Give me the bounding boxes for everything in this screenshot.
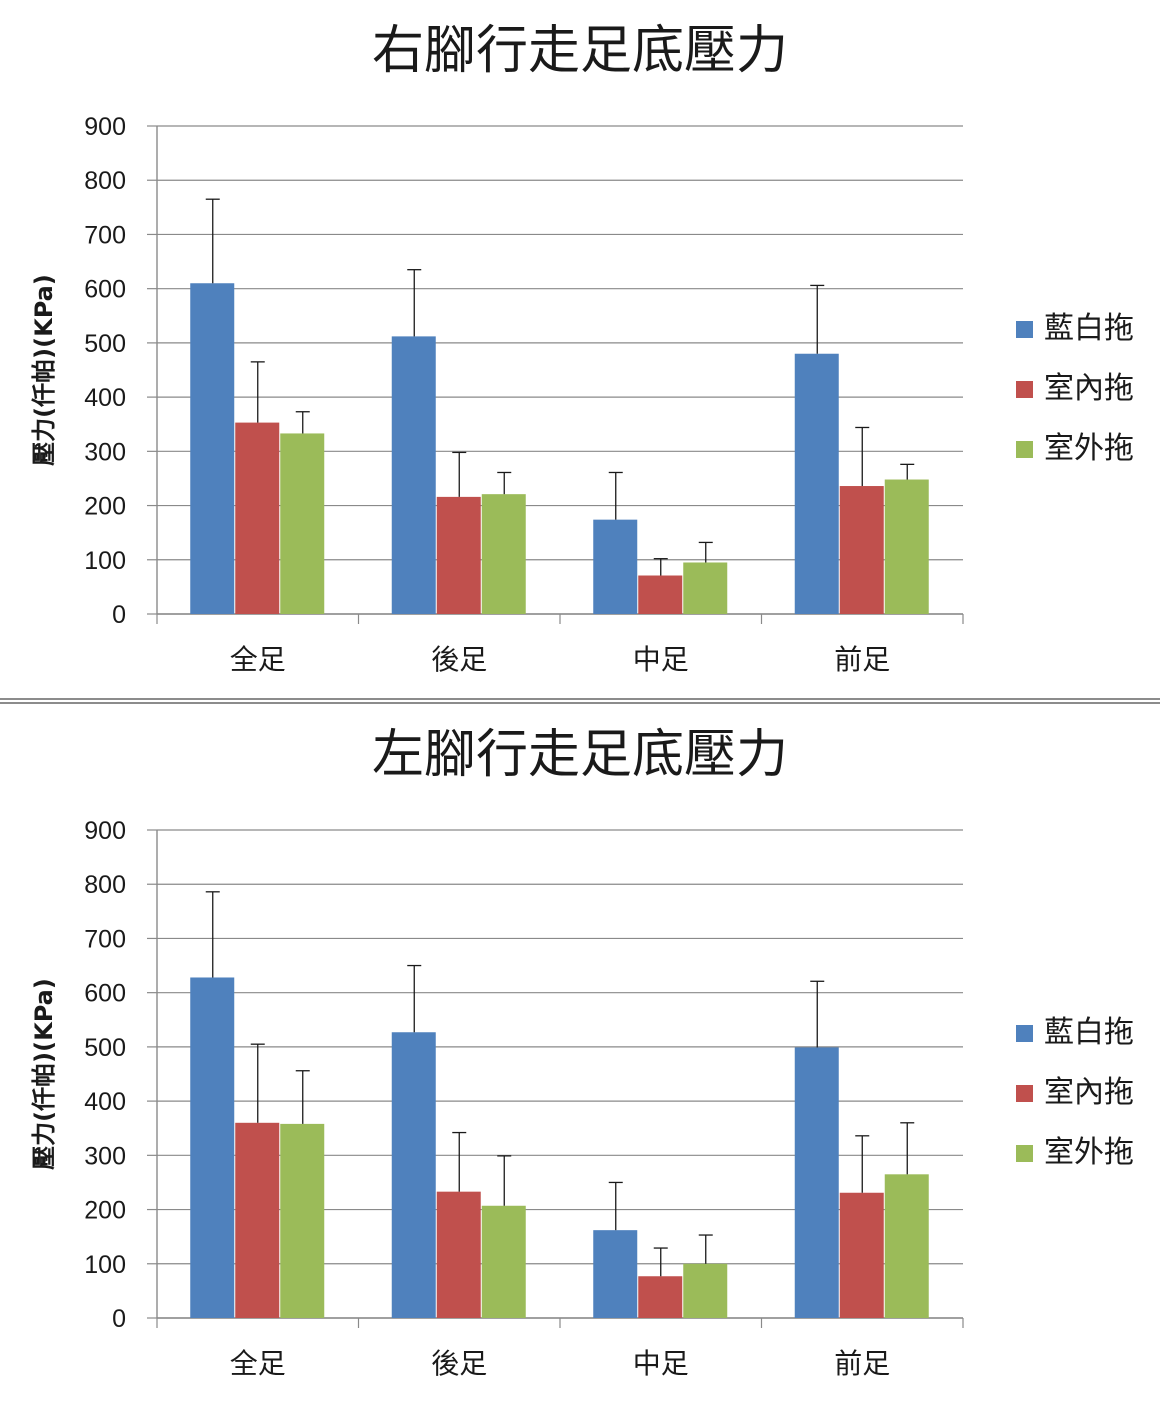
y-tick-label: 900 <box>84 113 126 141</box>
bar <box>683 562 728 614</box>
bar <box>481 494 526 614</box>
legend-swatch <box>1016 441 1033 458</box>
y-tick-label: 0 <box>112 1305 126 1333</box>
y-tick-label: 900 <box>84 817 126 845</box>
bar <box>794 353 839 614</box>
y-tick-label: 300 <box>84 438 126 466</box>
chart-title: 左腳行走足底壓力 <box>372 725 788 785</box>
y-axis-label: 壓力(仟帕)(KPa) <box>30 274 58 466</box>
y-tick-label: 600 <box>84 276 126 304</box>
y-tick-label: 100 <box>84 547 126 575</box>
x-tick-label: 全足 <box>230 1347 286 1380</box>
legend-label: 藍白拖 <box>1044 311 1134 346</box>
legend-swatch <box>1016 1025 1033 1042</box>
bar <box>593 1230 638 1318</box>
x-tick-label: 後足 <box>431 1347 487 1380</box>
y-tick-label: 300 <box>84 1142 126 1170</box>
bar <box>436 1191 481 1318</box>
y-tick-label: 200 <box>84 493 126 521</box>
legend-label: 室外拖 <box>1044 1135 1134 1170</box>
y-tick-label: 600 <box>84 980 126 1008</box>
y-tick-label: 0 <box>112 601 126 629</box>
bar <box>593 519 638 614</box>
bar <box>638 1276 683 1318</box>
y-tick-label: 700 <box>84 221 126 249</box>
y-tick-label: 500 <box>84 330 126 358</box>
legend-label: 室外拖 <box>1044 431 1134 466</box>
bar <box>839 486 884 614</box>
bar <box>794 1047 839 1318</box>
bar <box>235 422 280 614</box>
x-tick-label: 前足 <box>834 1347 890 1380</box>
y-tick-label: 800 <box>84 871 126 899</box>
bar <box>839 1192 884 1318</box>
bar <box>436 496 481 614</box>
legend-swatch <box>1016 321 1033 338</box>
bar <box>683 1263 728 1318</box>
bar <box>481 1205 526 1318</box>
chart-right-foot: 右腳行走足底壓力 0 100 200 300 400 500 600 700 800 900 壓力(仟… <box>30 21 1134 676</box>
y-tick-label: 400 <box>84 384 126 412</box>
x-tick-label: 前足 <box>834 643 890 676</box>
legend-label: 室內拖 <box>1044 371 1134 406</box>
x-tick-label: 中足 <box>633 643 689 676</box>
legend-swatch <box>1016 381 1033 398</box>
y-axis-label: 壓力(仟帕)(KPa) <box>30 978 58 1170</box>
y-tick-label: 100 <box>84 1251 126 1279</box>
legend-swatch <box>1016 1145 1033 1162</box>
y-tick-label: 800 <box>84 167 126 195</box>
legend-label: 藍白拖 <box>1044 1015 1134 1050</box>
bar <box>280 433 325 614</box>
y-tick-label: 400 <box>84 1088 126 1116</box>
bar <box>235 1122 280 1318</box>
chart-left-foot: 左腳行走足底壓力 0 100 200 300 400 500 600 700 800 900 壓力(仟… <box>30 725 1134 1380</box>
bar <box>280 1123 325 1318</box>
y-tick-label: 200 <box>84 1197 126 1225</box>
bar <box>391 336 436 614</box>
x-tick-label: 中足 <box>633 1347 689 1380</box>
bar <box>190 283 235 614</box>
bar <box>638 575 683 614</box>
bar <box>391 1032 436 1318</box>
y-tick-label: 700 <box>84 925 126 953</box>
bar <box>884 1174 929 1318</box>
y-tick-label: 500 <box>84 1034 126 1062</box>
x-tick-label: 全足 <box>230 643 286 676</box>
legend-swatch <box>1016 1085 1033 1102</box>
legend-label: 室內拖 <box>1044 1075 1134 1110</box>
x-tick-label: 後足 <box>431 643 487 676</box>
bar <box>190 977 235 1318</box>
bar <box>884 479 929 614</box>
chart-divider <box>0 698 1160 704</box>
chart-title: 右腳行走足底壓力 <box>372 21 788 81</box>
